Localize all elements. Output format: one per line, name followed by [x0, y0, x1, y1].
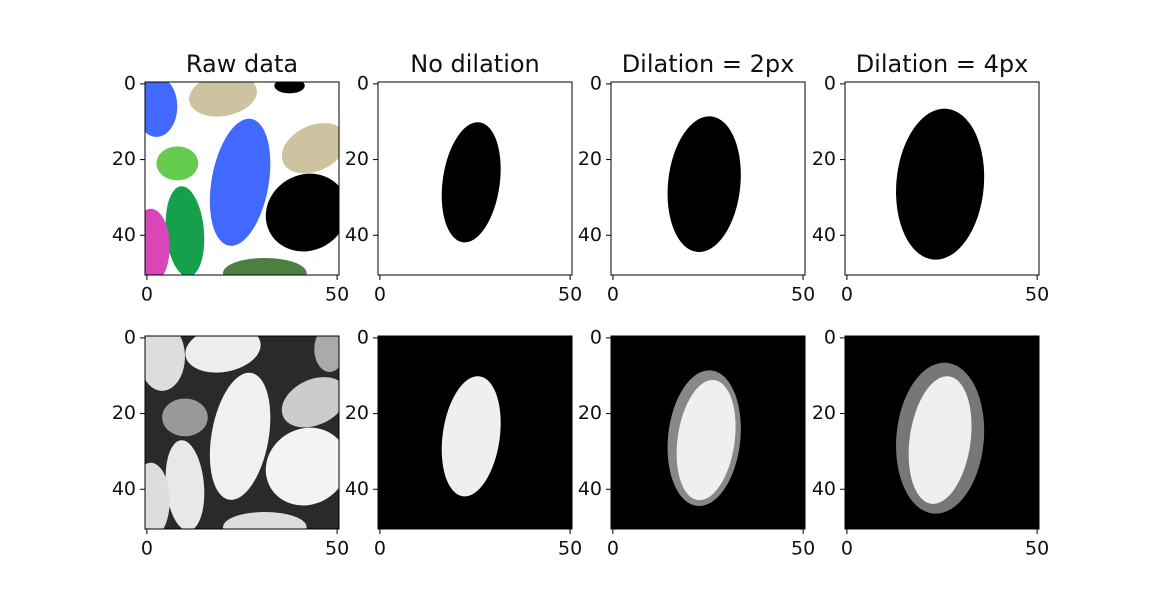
x-tick-label: 50 — [791, 538, 815, 560]
x-tick-label: 50 — [558, 284, 582, 306]
x-tick-label: 50 — [1025, 284, 1049, 306]
image-region — [667, 116, 741, 253]
axes-frame — [377, 81, 573, 276]
image-region — [265, 173, 339, 252]
image-region — [222, 511, 307, 529]
image-region — [676, 379, 736, 501]
y-tick-label: 0 — [124, 326, 136, 348]
x-tick-label: 50 — [325, 538, 349, 560]
image-region — [441, 376, 501, 497]
image-region — [441, 122, 501, 243]
x-tick-label: 50 — [791, 284, 815, 306]
panel: 0 50 0 20 40 — [812, 326, 1049, 559]
axes-frame — [377, 335, 573, 530]
x-tick-label: 50 — [325, 284, 349, 306]
y-tick-label: 0 — [824, 72, 836, 94]
y-tick-label: 40 — [578, 478, 602, 500]
y-tick-label: 20 — [578, 402, 602, 424]
panel: 0 50 0 20 40 — [578, 326, 815, 559]
image-region — [162, 398, 208, 437]
x-tick-label: 50 — [558, 538, 582, 560]
panel-title: No dilation — [410, 50, 540, 78]
panel: Dilation = 2px 0 50 0 20 40 — [578, 50, 815, 306]
image — [145, 336, 339, 529]
image-region — [156, 146, 199, 181]
image-region — [145, 336, 185, 391]
image-region — [274, 82, 305, 94]
y-tick-label: 20 — [112, 402, 136, 424]
axes-frame — [610, 81, 806, 276]
image-region — [908, 376, 972, 504]
y-tick-label: 0 — [357, 72, 369, 94]
y-tick-label: 0 — [824, 326, 836, 348]
y-tick-label: 20 — [345, 402, 369, 424]
y-tick-label: 20 — [345, 148, 369, 170]
image-region — [281, 377, 339, 428]
x-tick-label: 0 — [141, 284, 153, 306]
image — [378, 82, 572, 275]
axes-frame — [144, 81, 340, 276]
y-tick-label: 40 — [578, 224, 602, 246]
y-tick-label: 0 — [124, 72, 136, 94]
y-tick-label: 0 — [590, 72, 602, 94]
panel: 0 50 0 20 40 — [112, 326, 349, 560]
image-region — [145, 208, 170, 275]
image-region — [314, 336, 339, 372]
image — [611, 336, 805, 529]
image-region — [165, 440, 205, 529]
y-tick-label: 20 — [812, 148, 836, 170]
axes-frame — [844, 335, 1040, 530]
y-tick-label: 40 — [812, 478, 836, 500]
y-tick-label: 20 — [812, 402, 836, 424]
axes-frame — [610, 335, 806, 530]
y-tick-label: 40 — [345, 224, 369, 246]
axes-frame — [844, 81, 1040, 276]
image-region — [185, 336, 261, 373]
panel: 0 50 0 20 40 — [345, 326, 582, 559]
image — [145, 82, 339, 275]
image-region — [145, 462, 170, 529]
y-tick-label: 40 — [812, 224, 836, 246]
x-tick-label: 50 — [1025, 538, 1049, 560]
image-region — [896, 108, 985, 260]
image — [845, 82, 1039, 275]
x-tick-label: 0 — [374, 284, 386, 306]
y-tick-label: 40 — [345, 478, 369, 500]
y-tick-label: 40 — [112, 478, 136, 500]
y-tick-label: 0 — [590, 326, 602, 348]
panel: No dilation 0 50 0 20 40 — [345, 50, 582, 306]
image — [845, 336, 1039, 529]
image-region — [209, 372, 271, 500]
image — [611, 82, 805, 275]
y-tick-label: 40 — [112, 224, 136, 246]
panel: Dilation = 4px 0 50 0 20 40 — [812, 50, 1049, 306]
panel-title: Dilation = 2px — [622, 50, 795, 78]
y-tick-label: 20 — [112, 148, 136, 170]
image-region — [165, 186, 205, 275]
panel-title: Raw data — [186, 50, 298, 78]
image-region — [189, 82, 257, 117]
x-tick-label: 0 — [841, 284, 853, 306]
image — [378, 336, 572, 529]
panel: Raw data 0 50 0 20 40 — [112, 50, 349, 306]
image-region — [209, 118, 271, 246]
x-tick-label: 0 — [141, 538, 153, 560]
y-tick-label: 20 — [578, 148, 602, 170]
axes-frame — [144, 335, 340, 530]
image-region — [145, 82, 178, 137]
panel-title: Dilation = 4px — [856, 50, 1029, 78]
x-tick-label: 0 — [841, 538, 853, 560]
x-tick-label: 0 — [607, 538, 619, 560]
x-tick-label: 0 — [374, 538, 386, 560]
image-region — [265, 427, 339, 506]
y-tick-label: 0 — [357, 326, 369, 348]
x-tick-label: 0 — [607, 284, 619, 306]
image-region — [222, 257, 307, 275]
image-region — [281, 123, 339, 174]
